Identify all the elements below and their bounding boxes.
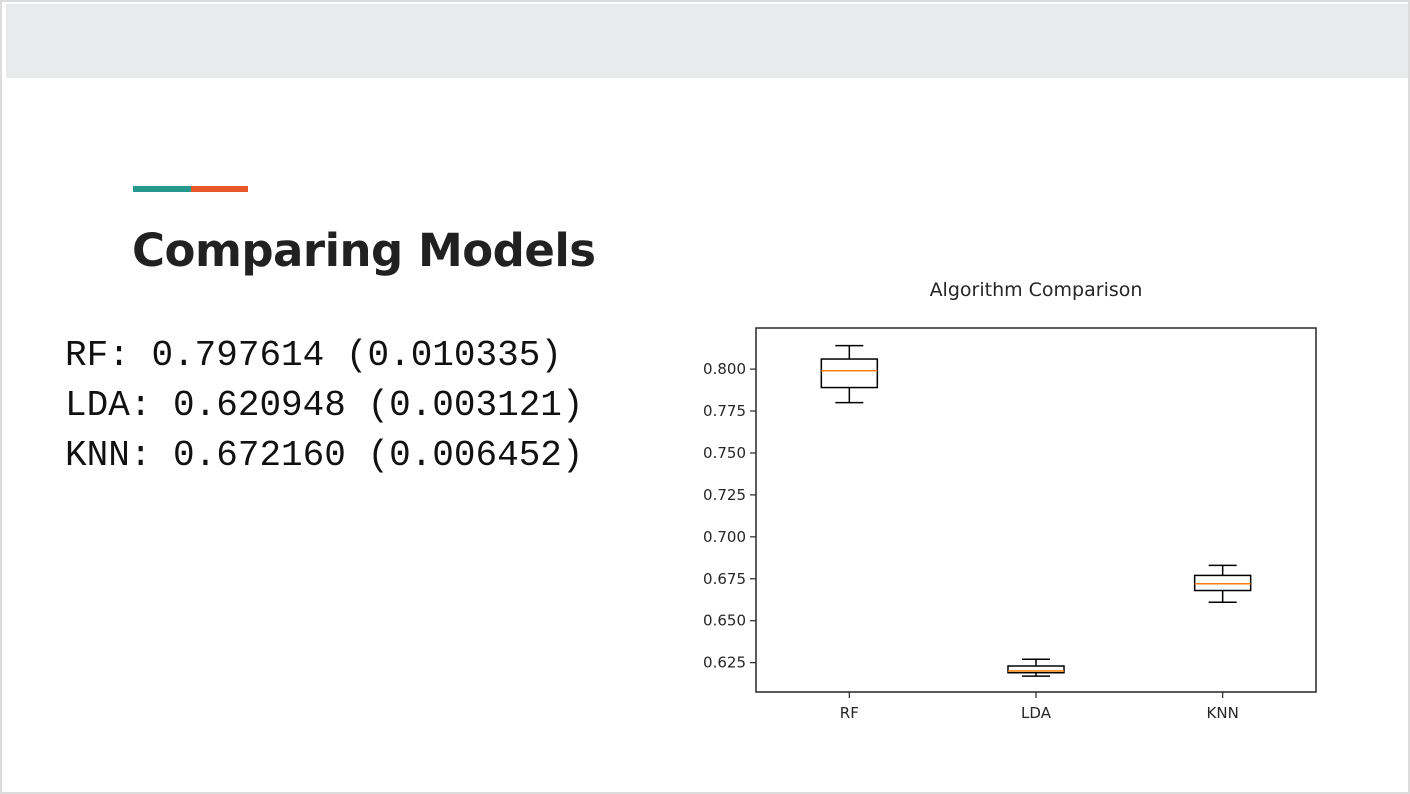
chart-title: Algorithm Comparison <box>930 279 1143 301</box>
box-rf <box>820 344 879 404</box>
y-tick-label: 0.700 <box>703 528 746 546</box>
result-label: KNN <box>65 435 130 476</box>
x-tick-label: LDA <box>1021 704 1052 722</box>
results-list: RF: 0.797614 (0.010335) LDA: 0.620948 (0… <box>65 335 584 485</box>
algorithm-comparison-chart: Algorithm Comparison 0.625 0.650 0.675 0.70… <box>703 279 1317 722</box>
y-tick-label: 0.750 <box>703 444 746 462</box>
accent-bar-orange <box>191 186 248 192</box>
y-tick-label: 0.725 <box>703 486 746 504</box>
box-series <box>820 344 1252 677</box>
y-tick-label: 0.800 <box>703 360 746 378</box>
result-std: 0.003121 <box>389 385 562 426</box>
y-tick-label: 0.625 <box>703 654 746 672</box>
result-label: LDA <box>65 385 130 426</box>
x-axis: RF LDA KNN <box>840 692 1239 722</box>
accent-bar-teal <box>133 186 191 192</box>
slide-toolbar-area <box>6 4 1408 78</box>
y-tick-label: 0.650 <box>703 612 746 630</box>
result-line-rf: RF: 0.797614 (0.010335) <box>65 335 562 376</box>
result-line-knn: KNN: 0.672160 (0.006452) <box>65 435 584 476</box>
x-tick-label: KNN <box>1207 704 1239 722</box>
iqr-box <box>820 358 879 389</box>
box-lda <box>1007 658 1065 677</box>
y-tick-label: 0.775 <box>703 402 746 420</box>
iqr-box <box>1193 574 1252 592</box>
box-knn <box>1193 564 1252 604</box>
result-line-lda: LDA: 0.620948 (0.003121) <box>65 385 584 426</box>
result-mean: 0.797614 <box>151 335 325 376</box>
iqr-box <box>1007 665 1065 674</box>
result-mean: 0.672160 <box>173 435 346 476</box>
result-std: 0.010335 <box>367 335 541 376</box>
result-label: RF <box>65 335 109 376</box>
result-std: 0.006452 <box>389 435 562 476</box>
x-tick-label: RF <box>840 704 859 722</box>
y-axis: 0.625 0.650 0.675 0.700 0.725 0.750 0.775 0.800 <box>703 360 756 672</box>
y-tick-label: 0.675 <box>703 570 746 588</box>
result-mean: 0.620948 <box>173 385 346 426</box>
slide-title: Comparing Models <box>132 224 596 277</box>
